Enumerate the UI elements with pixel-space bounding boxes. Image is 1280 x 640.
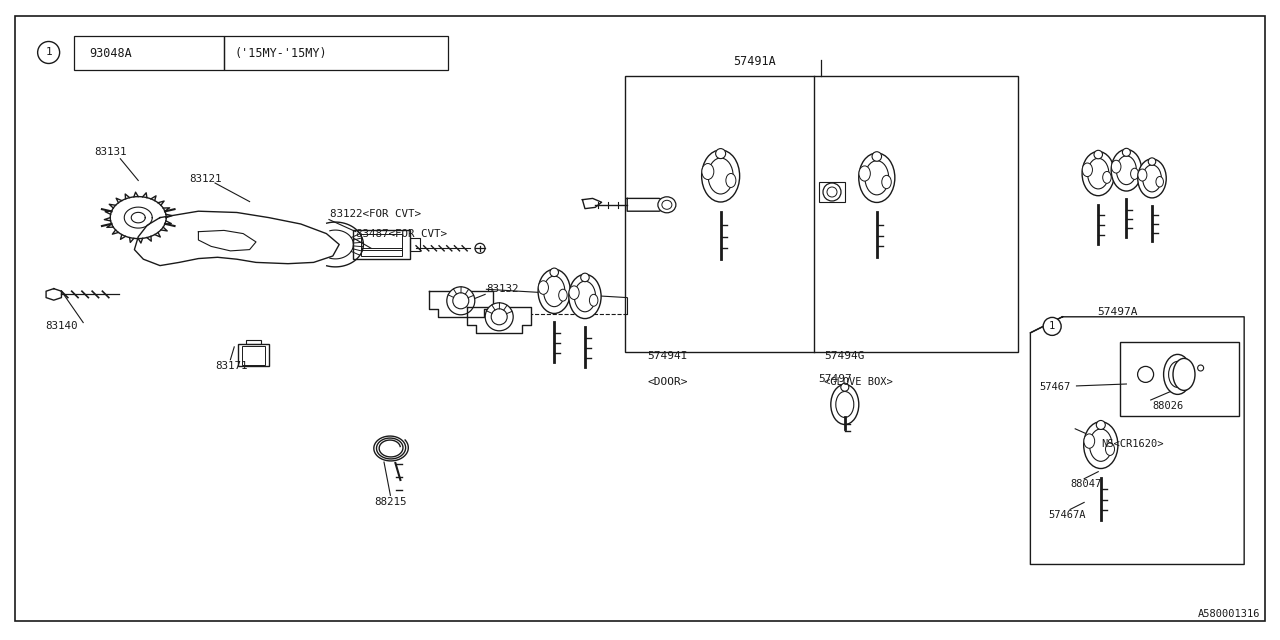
Ellipse shape [538, 269, 571, 314]
Ellipse shape [1116, 156, 1137, 184]
Circle shape [716, 148, 726, 159]
Ellipse shape [836, 392, 854, 417]
Ellipse shape [568, 275, 602, 319]
Text: 57497: 57497 [818, 374, 851, 384]
Text: 57491A: 57491A [733, 55, 776, 68]
Circle shape [872, 152, 882, 161]
Ellipse shape [859, 166, 870, 181]
Circle shape [37, 42, 60, 63]
Bar [361, 248, 402, 256]
Ellipse shape [1084, 422, 1117, 468]
Ellipse shape [701, 150, 740, 202]
Text: 57494G: 57494G [824, 351, 865, 362]
Ellipse shape [1143, 165, 1161, 192]
Ellipse shape [1156, 177, 1164, 187]
Ellipse shape [1089, 429, 1112, 461]
Ellipse shape [1130, 168, 1139, 179]
Text: 88026: 88026 [1152, 401, 1183, 412]
Text: 83171: 83171 [215, 361, 247, 371]
Ellipse shape [1084, 434, 1094, 448]
Ellipse shape [1172, 358, 1196, 390]
Circle shape [1198, 365, 1203, 371]
Ellipse shape [1111, 160, 1121, 173]
Circle shape [1138, 366, 1153, 383]
Ellipse shape [558, 289, 567, 301]
Ellipse shape [539, 281, 548, 294]
Ellipse shape [575, 281, 595, 312]
Text: 1: 1 [45, 47, 52, 58]
Ellipse shape [1164, 355, 1192, 394]
Ellipse shape [1169, 362, 1187, 387]
Ellipse shape [1138, 159, 1166, 198]
Ellipse shape [726, 173, 736, 188]
Text: 88215: 88215 [374, 497, 406, 507]
Circle shape [581, 273, 589, 282]
Circle shape [475, 243, 485, 253]
Text: 93048A: 93048A [90, 47, 132, 60]
Text: 83131: 83131 [95, 147, 127, 157]
Ellipse shape [1082, 152, 1115, 196]
Circle shape [1096, 420, 1106, 429]
Circle shape [841, 383, 849, 391]
Bar [246, 340, 261, 344]
Ellipse shape [831, 385, 859, 424]
Ellipse shape [662, 200, 672, 209]
Ellipse shape [1102, 172, 1111, 183]
Text: 57494I: 57494I [648, 351, 689, 362]
Text: <DOOR>: <DOOR> [648, 377, 689, 387]
Bar [410, 238, 420, 251]
Bar [238, 344, 269, 366]
Text: 83132: 83132 [486, 284, 518, 294]
Text: NS<CR1620>: NS<CR1620> [1101, 439, 1164, 449]
Ellipse shape [865, 161, 888, 195]
Circle shape [1148, 158, 1156, 165]
Bar [353, 230, 410, 259]
Ellipse shape [701, 163, 714, 179]
Text: 83140: 83140 [45, 321, 77, 332]
Text: 83122<FOR CVT>: 83122<FOR CVT> [330, 209, 421, 220]
Circle shape [550, 268, 558, 276]
Ellipse shape [1111, 149, 1142, 191]
Ellipse shape [708, 158, 733, 194]
Ellipse shape [823, 183, 841, 201]
Ellipse shape [1088, 158, 1108, 189]
Text: 57467: 57467 [1039, 381, 1070, 392]
Text: A580001316: A580001316 [1198, 609, 1261, 620]
Bar [625, 76, 1018, 352]
Text: 57497A: 57497A [1097, 307, 1138, 317]
Ellipse shape [882, 175, 891, 189]
Ellipse shape [544, 276, 564, 307]
Ellipse shape [447, 287, 475, 315]
Ellipse shape [827, 187, 837, 197]
Circle shape [1043, 317, 1061, 335]
Text: 57467A: 57467A [1048, 509, 1085, 520]
Circle shape [1094, 150, 1102, 159]
Ellipse shape [1083, 163, 1092, 177]
Text: 88047: 88047 [1070, 479, 1101, 489]
Bar [819, 182, 845, 202]
Bar [242, 346, 265, 365]
Bar [74, 36, 224, 70]
Text: 1: 1 [1050, 321, 1055, 332]
Ellipse shape [453, 292, 468, 308]
Ellipse shape [485, 303, 513, 331]
Ellipse shape [859, 153, 895, 202]
Text: ('15MY-'15MY): ('15MY-'15MY) [234, 47, 326, 60]
Ellipse shape [658, 196, 676, 212]
Text: <GLOVE BOX>: <GLOVE BOX> [824, 377, 893, 387]
Ellipse shape [1106, 443, 1115, 456]
Ellipse shape [570, 286, 579, 300]
Ellipse shape [589, 294, 598, 306]
Bar [361, 234, 402, 250]
Text: 83487<FOR CVT>: 83487<FOR CVT> [356, 228, 447, 239]
Ellipse shape [492, 309, 507, 325]
Ellipse shape [1138, 169, 1147, 181]
Circle shape [1123, 148, 1130, 156]
Bar [1120, 342, 1239, 416]
Text: 83121: 83121 [189, 174, 221, 184]
Bar [224, 36, 448, 70]
